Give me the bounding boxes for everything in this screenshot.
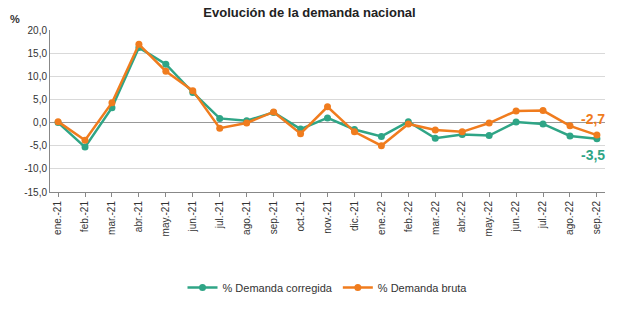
svg-text:ene.-21: ene.-21 (52, 201, 63, 235)
svg-text:ene.-22: ene.-22 (376, 201, 387, 235)
svg-text:0,0: 0,0 (33, 117, 47, 128)
svg-text:5,0: 5,0 (33, 94, 47, 105)
svg-text:abr.-22: abr.-22 (456, 201, 467, 233)
svg-text:may.-22: may.-22 (483, 201, 494, 237)
svg-text:jul.-21: jul.-21 (214, 201, 225, 230)
svg-text:mar.-22: mar.-22 (430, 201, 441, 235)
svg-text:jun.-22: jun.-22 (510, 201, 521, 233)
svg-text:%: % (10, 13, 20, 25)
svg-text:10,0: 10,0 (28, 71, 48, 82)
svg-text:-15,0: -15,0 (24, 187, 47, 198)
svg-text:-3,5: -3,5 (581, 147, 605, 163)
svg-text:jul.-22: jul.-22 (537, 201, 548, 230)
svg-text:ago.-21: ago.-21 (241, 201, 252, 235)
svg-text:sep.-22: sep.-22 (591, 201, 602, 235)
svg-text:Evolución de la demanda nacion: Evolución de la demanda nacional (203, 5, 415, 20)
svg-text:oct.-21: oct.-21 (295, 201, 306, 232)
svg-text:-2,7: -2,7 (581, 111, 605, 127)
svg-text:feb.-21: feb.-21 (79, 201, 90, 233)
svg-text:-5,0: -5,0 (30, 140, 48, 151)
svg-text:% Demanda bruta: % Demanda bruta (378, 282, 468, 294)
svg-text:20,0: 20,0 (28, 25, 48, 36)
svg-text:% Demanda corregida: % Demanda corregida (223, 282, 333, 294)
svg-text:sep.-21: sep.-21 (268, 201, 279, 235)
svg-text:dic.-21: dic.-21 (349, 201, 360, 231)
svg-text:jun.-21: jun.-21 (187, 201, 198, 233)
svg-text:mar.-21: mar.-21 (106, 201, 117, 235)
svg-text:may.-21: may.-21 (160, 201, 171, 237)
svg-text:nov.-21: nov.-21 (322, 201, 333, 234)
svg-text:15,0: 15,0 (28, 48, 48, 59)
svg-text:ago.-22: ago.-22 (564, 201, 575, 235)
svg-text:abr.-21: abr.-21 (133, 201, 144, 233)
svg-text:feb.-22: feb.-22 (403, 201, 414, 233)
svg-text:-10,0: -10,0 (24, 163, 47, 174)
